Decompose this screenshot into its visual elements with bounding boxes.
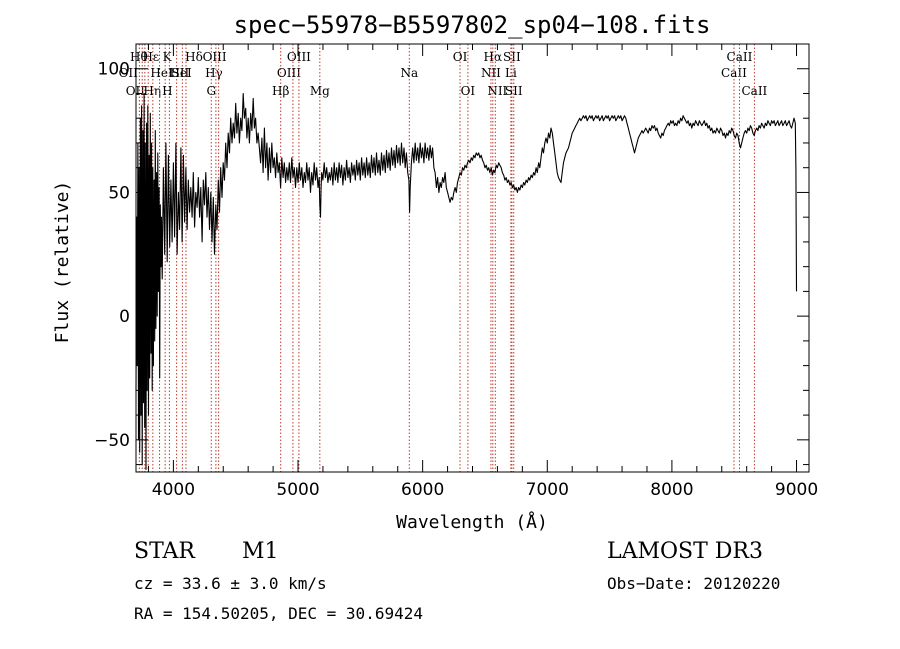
emission-line-label: Li [505, 66, 517, 80]
emission-line-label: Hη [143, 84, 161, 98]
y-tick-label: 0 [119, 307, 130, 327]
emission-line-label: Na [400, 66, 418, 80]
emission-line-label: SII [172, 66, 190, 80]
emission-line-label: HeI [150, 66, 173, 80]
x-tick-label: 4000 [152, 480, 195, 500]
emission-line-label: CaII [741, 84, 767, 98]
emission-line-label: OII [119, 66, 139, 80]
survey-name: LAMOST DR3 [607, 539, 763, 564]
emission-line-label: OIII [277, 66, 301, 80]
observation-date: Obs−Date: 20120220 [607, 574, 781, 593]
y-tick-label: −50 [94, 431, 130, 451]
x-tick-label: 9000 [775, 480, 818, 500]
redshift-cz: cz = 33.6 ± 3.0 km/s [134, 574, 327, 593]
object-class: STAR [134, 539, 195, 564]
axis-ticks: 4000 5000 6000 7000 8000 9000 −50 0 50 100 [94, 43, 818, 500]
emission-line-label: Hε [142, 50, 159, 64]
emission-line-label: Hγ [205, 66, 223, 80]
x-axis-label: Wavelength (Å) [396, 511, 548, 533]
chart-title: spec−55978−B5597802_sp04−108.fits [234, 11, 711, 39]
x-tick-label: 8000 [650, 480, 693, 500]
emission-line-label: Hθ [130, 50, 148, 64]
x-tick-label: 6000 [401, 480, 444, 500]
coordinates: RA = 154.50205, DEC = 30.69424 [134, 604, 423, 623]
object-subclass: M1 [242, 539, 279, 564]
y-tick-label: 100 [98, 60, 130, 80]
plot-frame [135, 43, 810, 473]
spectrum-line-0 [135, 92, 798, 471]
emission-line-label: SII [503, 50, 521, 64]
emission-line-label: NII [487, 84, 507, 98]
emission-line-label: Hα [484, 50, 503, 64]
emission-line-label: OI [453, 50, 468, 64]
emission-line-label: OIII [287, 50, 311, 64]
emission-line-label: OIII [203, 50, 227, 64]
emission-line-label: G [206, 84, 216, 98]
x-tick-label: 7000 [526, 480, 569, 500]
y-tick-label: 50 [108, 183, 130, 203]
emission-line-label: Hδ [185, 50, 203, 64]
spectrum-series [135, 92, 798, 471]
emission-line-label: Hβ [272, 84, 289, 98]
x-tick-label: 5000 [276, 480, 319, 500]
emission-line-label: CaII [727, 50, 753, 64]
emission-line-label: CaII [721, 66, 747, 80]
emission-line-markers: OIIOIIHθHηHεHeIKHHeISIIHδGHγOIIIHβOIIIOI… [119, 44, 768, 472]
emission-line-label: K [163, 50, 173, 64]
emission-line-label: OII [126, 84, 146, 98]
emission-line-label: SII [505, 84, 523, 98]
emission-line-label: H [162, 84, 172, 98]
emission-line-label: Mg [310, 84, 330, 98]
emission-line-label: NII [481, 66, 501, 80]
y-axis-label: Flux (relative) [52, 181, 73, 344]
emission-line-label: OI [461, 84, 476, 98]
